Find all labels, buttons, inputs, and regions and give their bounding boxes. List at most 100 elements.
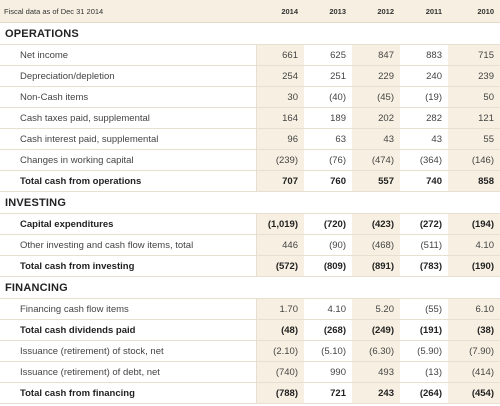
value-cell-2011: (13): [400, 361, 448, 383]
value-cell-2010: 239: [448, 65, 500, 87]
table-row: Issuance (retirement) of stock, net (2.10…: [0, 340, 500, 362]
table-row: Cash interest paid, supplemental 96 63 43 43…: [0, 128, 500, 150]
value-cell-2012: 493: [352, 361, 400, 383]
value-cell-2012: 557: [352, 170, 400, 192]
value-cell-2014: 30: [255, 86, 304, 108]
section-title: FINANCING: [5, 281, 68, 294]
row-label: Non-Cash items: [0, 86, 256, 108]
value-cell-2012: 202: [352, 107, 400, 129]
value-cell-2013: (40): [304, 86, 352, 108]
value-cell-2014: (239): [255, 149, 304, 171]
value-cell-2011: 740: [400, 170, 448, 192]
value-cell-2011: (5.90): [400, 340, 448, 362]
value-cell-2010: 50: [448, 86, 500, 108]
row-label: Net income: [0, 44, 256, 66]
value-cell-2012: 229: [352, 65, 400, 87]
value-cell-2010: 858: [448, 170, 500, 192]
value-cell-2013: (268): [304, 319, 352, 341]
value-cell-2011: 240: [400, 65, 448, 87]
value-cell-2011: (55): [400, 298, 448, 320]
value-cell-2013: 189: [304, 107, 352, 129]
value-cell-2013: (809): [304, 255, 352, 277]
row-label: Issuance (retirement) of stock, net: [0, 340, 256, 362]
section-title: INVESTING: [5, 196, 67, 209]
value-cell-2010: 121: [448, 107, 500, 129]
value-cell-2013: 63: [304, 128, 352, 150]
value-cell-2010: (194): [448, 213, 500, 235]
value-cell-2010: (38): [448, 319, 500, 341]
value-cell-2014: 446: [255, 234, 304, 256]
section-header-financing: FINANCING: [0, 277, 500, 299]
fiscal-date-label: Fiscal data as of Dec 31 2014: [0, 0, 256, 23]
year-header-2013: 2013: [304, 0, 352, 23]
row-label: Other investing and cash flow items, tot…: [0, 234, 256, 256]
year-header-2012: 2012: [352, 0, 400, 23]
year-header-2014: 2014: [256, 0, 304, 23]
value-cell-2011: (19): [400, 86, 448, 108]
table-row: Financing cash flow items 1.70 4.10 5.20 (55…: [0, 298, 500, 320]
row-label: Changes in working capital: [0, 149, 256, 171]
row-label: Total cash dividends paid: [0, 319, 256, 341]
value-cell-2012: 43: [352, 128, 400, 150]
value-cell-2013: (90): [304, 234, 352, 256]
value-cell-2011: (783): [400, 255, 448, 277]
value-cell-2010: 715: [448, 44, 500, 66]
row-label: Total cash from investing: [0, 255, 256, 277]
value-cell-2012: (45): [352, 86, 400, 108]
value-cell-2014: 1.70: [255, 298, 304, 320]
value-cell-2011: 282: [400, 107, 448, 129]
value-cell-2011: 883: [400, 44, 448, 66]
value-cell-2014: (572): [255, 255, 304, 277]
value-cell-2014: (48): [255, 319, 304, 341]
value-cell-2012: (474): [352, 149, 400, 171]
total-row: Total cash from financing (788) 721 243 (264…: [0, 382, 500, 404]
value-cell-2010: (146): [448, 149, 500, 171]
value-cell-2014: 254: [255, 65, 304, 87]
value-cell-2013: 990: [304, 361, 352, 383]
section-header-operations: OPERATIONS: [0, 23, 500, 45]
table-row: Changes in working capital (239) (76) (474)…: [0, 149, 500, 171]
value-cell-2011: (364): [400, 149, 448, 171]
value-cell-2014: 661: [255, 44, 304, 66]
value-cell-2013: (720): [304, 213, 352, 235]
value-cell-2013: 251: [304, 65, 352, 87]
year-header-2011: 2011: [400, 0, 448, 23]
table-row: Non-Cash items 30 (40) (45) (19) 50: [0, 86, 500, 108]
value-cell-2014: (740): [255, 361, 304, 383]
year-header-2010: 2010: [448, 0, 500, 23]
value-cell-2014: 164: [255, 107, 304, 129]
header-row: Fiscal data as of Dec 31 2014 2014 2013 …: [0, 0, 500, 23]
total-row: Total cash from operations 707 760 557 740 85…: [0, 170, 500, 192]
table-row: Cash taxes paid, supplemental 164 189 202 28…: [0, 107, 500, 129]
value-cell-2011: (264): [400, 382, 448, 404]
value-cell-2011: (191): [400, 319, 448, 341]
section-title: OPERATIONS: [5, 27, 79, 40]
value-cell-2014: (2.10): [255, 340, 304, 362]
row-label: Capital expenditures: [0, 213, 256, 235]
value-cell-2013: 760: [304, 170, 352, 192]
total-row: Total cash dividends paid (48) (268) (249)(…: [0, 319, 500, 341]
value-cell-2012: (468): [352, 234, 400, 256]
value-cell-2014: 96: [255, 128, 304, 150]
row-label: Depreciation/depletion: [0, 65, 256, 87]
value-cell-2014: 707: [255, 170, 304, 192]
value-cell-2010: (190): [448, 255, 500, 277]
value-cell-2010: (454): [448, 382, 500, 404]
value-cell-2010: 55: [448, 128, 500, 150]
value-cell-2013: (5.10): [304, 340, 352, 362]
table-row: Depreciation/depletion 254 251 229 240 239: [0, 65, 500, 87]
table-row: Issuance (retirement) of debt, net (740) 9…: [0, 361, 500, 383]
value-cell-2011: (272): [400, 213, 448, 235]
value-cell-2014: (1,019): [255, 213, 304, 235]
row-label: Total cash from financing: [0, 382, 256, 404]
table-row: Other investing and cash flow items, tot…: [0, 234, 500, 256]
value-cell-2010: 4.10: [448, 234, 500, 256]
value-cell-2011: (511): [400, 234, 448, 256]
value-cell-2013: 721: [304, 382, 352, 404]
value-cell-2012: (891): [352, 255, 400, 277]
value-cell-2010: (414): [448, 361, 500, 383]
value-cell-2013: 4.10: [304, 298, 352, 320]
